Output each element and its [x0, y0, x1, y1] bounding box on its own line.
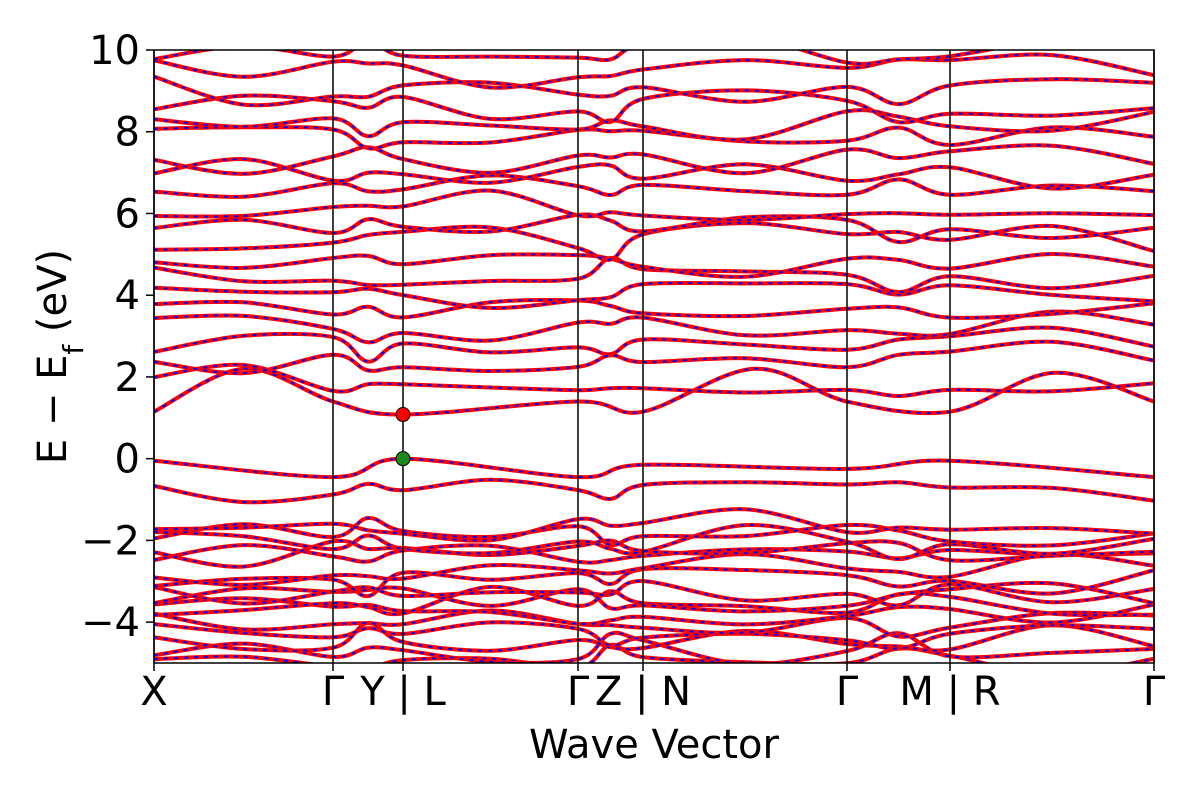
band-line-overlay [154, 340, 1154, 375]
band-line-overlay [154, 174, 1154, 198]
x-tick-label: Γ [567, 669, 590, 715]
x-tick-label: Γ [836, 669, 859, 715]
band-line-overlay [154, 299, 1154, 319]
band-line-valence_band_top [154, 456, 1154, 480]
y-tick-label: 2 [115, 355, 140, 401]
band-line-overlay [154, 213, 1154, 244]
band-line [154, 251, 1154, 279]
y-tick-label: −4 [81, 600, 140, 646]
y-tick-label: 8 [115, 110, 140, 156]
x-tick-label: Y | L [359, 669, 446, 715]
y-tick-label: 6 [115, 191, 140, 237]
x-axis-label: Wave Vector [529, 722, 780, 768]
y-tick-label: 0 [115, 437, 140, 483]
band-line-overlay [154, 144, 1154, 175]
band-lines [154, 50, 1154, 663]
plot-frame [153, 49, 1155, 664]
band-line-overlay [154, 252, 1154, 278]
band-line-overlay [154, 126, 1154, 150]
y-axis-label-subscript: f [57, 344, 90, 355]
band-line [154, 88, 1154, 125]
band-line [154, 52, 1154, 90]
band-line-overlay [154, 631, 1154, 663]
band-line [154, 74, 1154, 108]
band-line [154, 362, 1154, 399]
band-line-overlay [154, 544, 1154, 564]
y-axis-label-main: E − E [30, 355, 76, 465]
x-tick-label: M | R [899, 669, 1000, 715]
band-line [154, 339, 1154, 376]
x-tick-label: X [140, 669, 167, 715]
x-tick-label: Γ [322, 669, 345, 715]
band-line [154, 143, 1154, 176]
x-tick-label: Γ [1143, 669, 1166, 715]
band-line-overlay [154, 326, 1154, 363]
high-symmetry-lines [153, 50, 1155, 663]
band-line-overlay [154, 622, 1154, 652]
band-line-overlay [154, 523, 1154, 561]
y-axis-label: E − Ef (eV) [30, 249, 90, 464]
band-line-overlay [154, 478, 1154, 504]
band-edge-markers [395, 407, 411, 467]
y-axis-label-unit: (eV) [30, 249, 76, 345]
band-line-overlay [154, 310, 1154, 344]
x-tick-label: Z | N [595, 669, 691, 715]
band-line-overlay [154, 567, 1154, 598]
band-line [154, 280, 1154, 310]
band-line-overlay [154, 621, 1154, 650]
band-line-overlay [154, 53, 1154, 89]
band-line-overlay [154, 516, 1154, 547]
band-edge-marker-vbm [395, 451, 411, 467]
y-tick-label: 10 [89, 28, 140, 74]
band-line [154, 298, 1154, 320]
band-edge-marker-cbm [395, 407, 411, 423]
y-axis-ticks: 10 8 6 4 2 0 −2 −4 [81, 28, 154, 646]
band-line-overlay [154, 609, 1154, 638]
band-line [154, 188, 1154, 223]
y-tick-label: 4 [115, 273, 140, 319]
band-line-overlay [154, 281, 1154, 309]
y-tick-label: −2 [81, 518, 140, 564]
